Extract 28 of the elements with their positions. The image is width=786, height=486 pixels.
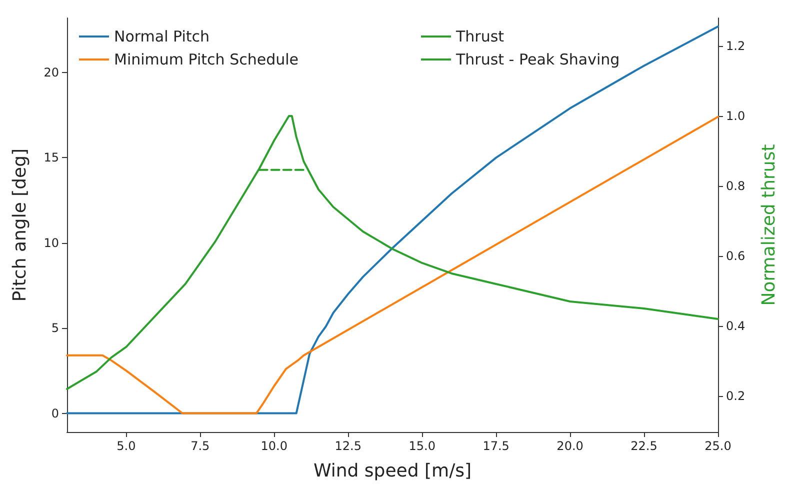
legend-label: Thrust - Peak Shaving bbox=[455, 50, 620, 68]
line-series bbox=[66, 26, 719, 414]
y-tick-label: 15 bbox=[44, 150, 59, 165]
y2-tick-label: 0.6 bbox=[726, 248, 746, 263]
x-tick-label: 5.0 bbox=[116, 439, 136, 453]
y2-tick-label: 0.2 bbox=[726, 388, 746, 403]
y2-tick-label: 1.0 bbox=[726, 108, 746, 123]
x-tick-label: 22.5 bbox=[630, 439, 658, 453]
y-tick-label: 10 bbox=[44, 236, 59, 250]
y2-tick-label: 0.4 bbox=[726, 318, 746, 333]
y2-axis-title: Normalized thrust bbox=[758, 144, 780, 306]
x-tick-label: 7.5 bbox=[190, 439, 210, 453]
y2-tick-label: 1.2 bbox=[726, 38, 746, 53]
x-tick-label: 15.0 bbox=[408, 439, 436, 453]
x-tick-label: 20.0 bbox=[556, 439, 584, 453]
x-tick-label: 25.0 bbox=[704, 439, 732, 453]
legend-label: Normal Pitch bbox=[114, 28, 210, 46]
y-axis-title: Pitch angle [deg] bbox=[10, 148, 30, 302]
x-tick-label: 12.5 bbox=[334, 439, 362, 453]
x-tick-label: 17.5 bbox=[482, 439, 510, 453]
x-axis-title: Wind speed [m/s] bbox=[313, 460, 472, 482]
y-tick-label: 0 bbox=[51, 406, 59, 420]
legend-label: Thrust bbox=[455, 28, 504, 46]
y-tick-label: 5 bbox=[51, 321, 59, 336]
y-tick-label: 20 bbox=[44, 66, 59, 80]
x-tick-label: 10.0 bbox=[260, 439, 288, 453]
legend-label: Minimum Pitch Schedule bbox=[114, 50, 298, 68]
y2-tick-label: 0.8 bbox=[726, 178, 746, 193]
